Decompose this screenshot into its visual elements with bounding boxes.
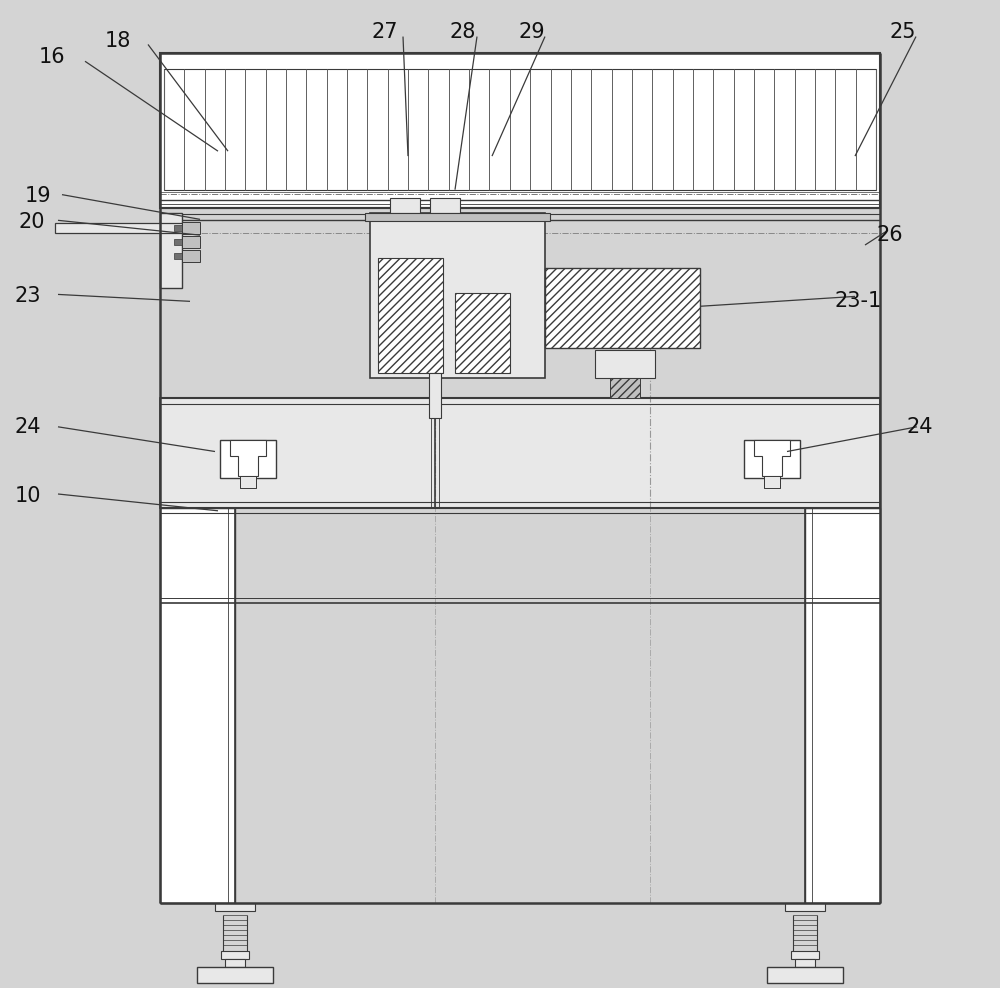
Bar	[744, 440, 800, 478]
Bar	[610, 378, 640, 398]
Text: 19: 19	[25, 186, 51, 206]
Text: 18: 18	[105, 32, 131, 51]
Bar	[215, 903, 255, 911]
Bar	[365, 213, 550, 221]
Text: 26: 26	[877, 225, 903, 245]
Text: 16: 16	[39, 47, 65, 67]
Bar	[767, 967, 843, 983]
Bar	[160, 53, 880, 208]
Bar	[795, 959, 815, 967]
Bar	[160, 508, 235, 903]
Bar	[55, 223, 182, 233]
Bar	[197, 967, 273, 983]
Text: 20: 20	[19, 212, 45, 232]
Bar	[160, 213, 182, 288]
Bar	[225, 959, 245, 967]
Bar	[370, 213, 545, 378]
Bar	[160, 398, 880, 508]
Bar	[221, 951, 249, 959]
Text: 28: 28	[450, 22, 476, 41]
Bar	[182, 222, 200, 234]
Bar	[430, 198, 460, 213]
Bar	[174, 225, 182, 231]
Bar	[429, 373, 441, 418]
Bar	[182, 250, 200, 262]
Text: 10: 10	[15, 486, 41, 506]
Bar	[164, 69, 876, 190]
Bar	[174, 253, 182, 259]
Text: 24: 24	[907, 417, 933, 437]
Bar	[160, 53, 880, 903]
Text: 29: 29	[519, 22, 545, 41]
Bar	[240, 476, 256, 488]
Bar	[764, 476, 780, 488]
Text: 24: 24	[15, 417, 41, 437]
Bar	[595, 350, 655, 378]
Bar	[805, 508, 880, 903]
Bar	[785, 903, 825, 911]
Bar	[791, 951, 819, 959]
Bar	[174, 239, 182, 245]
Text: 23: 23	[15, 287, 41, 306]
Text: 25: 25	[890, 22, 916, 41]
Bar	[545, 268, 700, 348]
Bar	[220, 440, 276, 478]
Polygon shape	[230, 440, 266, 476]
Bar	[455, 293, 510, 373]
Bar	[182, 236, 200, 248]
Bar	[390, 198, 420, 213]
Bar	[378, 258, 443, 373]
Text: 27: 27	[372, 22, 398, 41]
Polygon shape	[754, 440, 790, 476]
Text: 23-1: 23-1	[834, 291, 882, 311]
